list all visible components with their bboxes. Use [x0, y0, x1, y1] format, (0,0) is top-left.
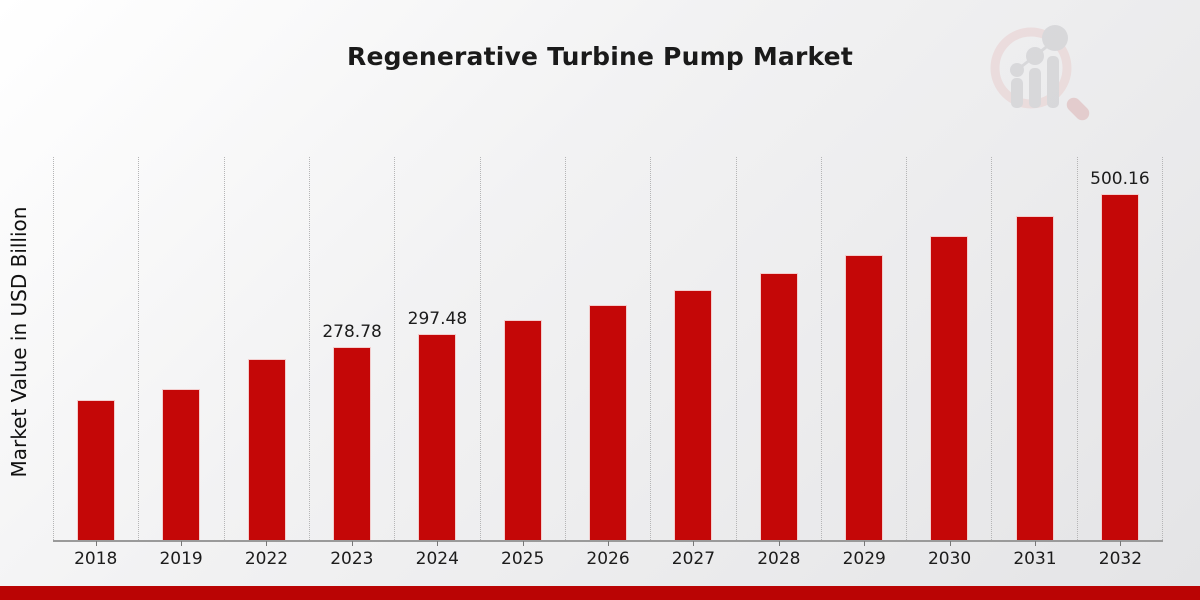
x-axis-cell-2018: 2018 [53, 540, 138, 569]
magnifier-icon [990, 25, 1090, 121]
bar-2024 [418, 334, 457, 540]
bar-value-label-2023: 278.78 [322, 322, 382, 342]
x-axis-tick [522, 541, 524, 546]
x-axis-tick-label-2019: 2019 [159, 549, 203, 569]
x-axis-tick-label-2026: 2026 [586, 549, 630, 569]
plot-cell-2031 [991, 157, 1076, 540]
bar-2019 [162, 389, 201, 540]
x-axis-tick [95, 541, 97, 546]
bar-2023 [333, 347, 372, 540]
x-axis-cell-2025: 2025 [480, 540, 565, 569]
x-axis-cell-2022: 2022 [224, 540, 309, 569]
plot-cell-2030 [906, 157, 991, 540]
plot-cell-2028 [735, 157, 821, 540]
x-axis-tick-label-2027: 2027 [671, 549, 716, 569]
plot-cell-2026 [564, 157, 650, 540]
x-axis-cell-2028: 2028 [736, 540, 821, 569]
bar-2022 [247, 359, 286, 540]
bar-2025 [503, 320, 542, 540]
bar-2018 [77, 400, 116, 540]
x-axis-cell-2032: 2032 [1078, 540, 1163, 569]
x-axis-tick-label-2028: 2028 [757, 549, 801, 569]
x-axis-cell-2024: 2024 [395, 540, 480, 569]
x-axis-tick [864, 541, 866, 546]
x-axis-tick [949, 541, 951, 546]
plot-cell-2018 [53, 157, 138, 540]
x-axis-tick [608, 541, 610, 546]
plot-cell-2024: 297.48 [394, 157, 479, 540]
x-axis-tick-label-2024: 2024 [415, 549, 459, 569]
plot-cell-2029 [820, 157, 906, 540]
bar-2026 [589, 305, 628, 540]
x-axis-tick-label-2031: 2031 [1013, 549, 1057, 569]
x-axis-cell-2027: 2027 [651, 540, 736, 569]
x-axis-tick-label-2025: 2025 [501, 549, 545, 569]
x-axis-cell-2023: 2023 [309, 540, 394, 569]
bar-value-label-2032: 500.16 [1090, 169, 1150, 189]
bar-2032 [1100, 194, 1139, 540]
bar-2030 [930, 236, 969, 540]
x-axis-cell-2026: 2026 [565, 540, 650, 569]
plot-cell-2025 [479, 157, 565, 540]
bottom-red-stripe [0, 586, 1200, 600]
x-axis-tick-label-2030: 2030 [927, 549, 972, 569]
bar-2028 [759, 273, 798, 540]
x-axis-tick [266, 541, 268, 546]
market-research-watermark-logo [990, 25, 1090, 121]
x-axis-tick [1120, 541, 1122, 546]
x-axis-tick-label-2032: 2032 [1098, 549, 1143, 569]
chart-title: Regenerative Turbine Pump Market [347, 42, 853, 71]
x-axis-cell-2019: 2019 [138, 540, 223, 569]
x-axis-tick [181, 541, 183, 546]
plot-cell-2022 [223, 157, 309, 540]
x-axis-tick [437, 541, 439, 546]
x-axis-cell-2029: 2029 [822, 540, 907, 569]
plot-cell-2019 [138, 157, 223, 540]
bar-value-label-2024: 297.48 [407, 309, 468, 329]
y-axis-label: Market Value in USD Billion [7, 206, 31, 478]
x-axis: 2018 2019 2022 2023 2024 2025 2026 2027 2028 2029… [53, 540, 1163, 569]
x-axis-tick-label-2029: 2029 [842, 549, 886, 569]
bar-2031 [1015, 216, 1054, 540]
plot-cell-2023: 278.78 [308, 157, 394, 540]
x-axis-tick-label-2018: 2018 [74, 549, 118, 569]
x-axis-tick [693, 541, 695, 546]
x-axis-tick [778, 541, 780, 546]
x-axis-tick-label-2022: 2022 [244, 549, 289, 569]
plot-cell-2032: 500.16 [1076, 157, 1164, 540]
x-axis-cell-2031: 2031 [992, 540, 1077, 569]
plot-cell-2027 [650, 157, 735, 540]
plot-area: 278.78 297.48 500.16 [53, 157, 1164, 542]
x-axis-tick [1034, 541, 1036, 546]
bar-2027 [674, 290, 713, 540]
bar-2029 [844, 255, 883, 540]
x-axis-tick-label-2023: 2023 [330, 549, 374, 569]
x-axis-cell-2030: 2030 [907, 540, 992, 569]
x-axis-tick [351, 541, 353, 546]
